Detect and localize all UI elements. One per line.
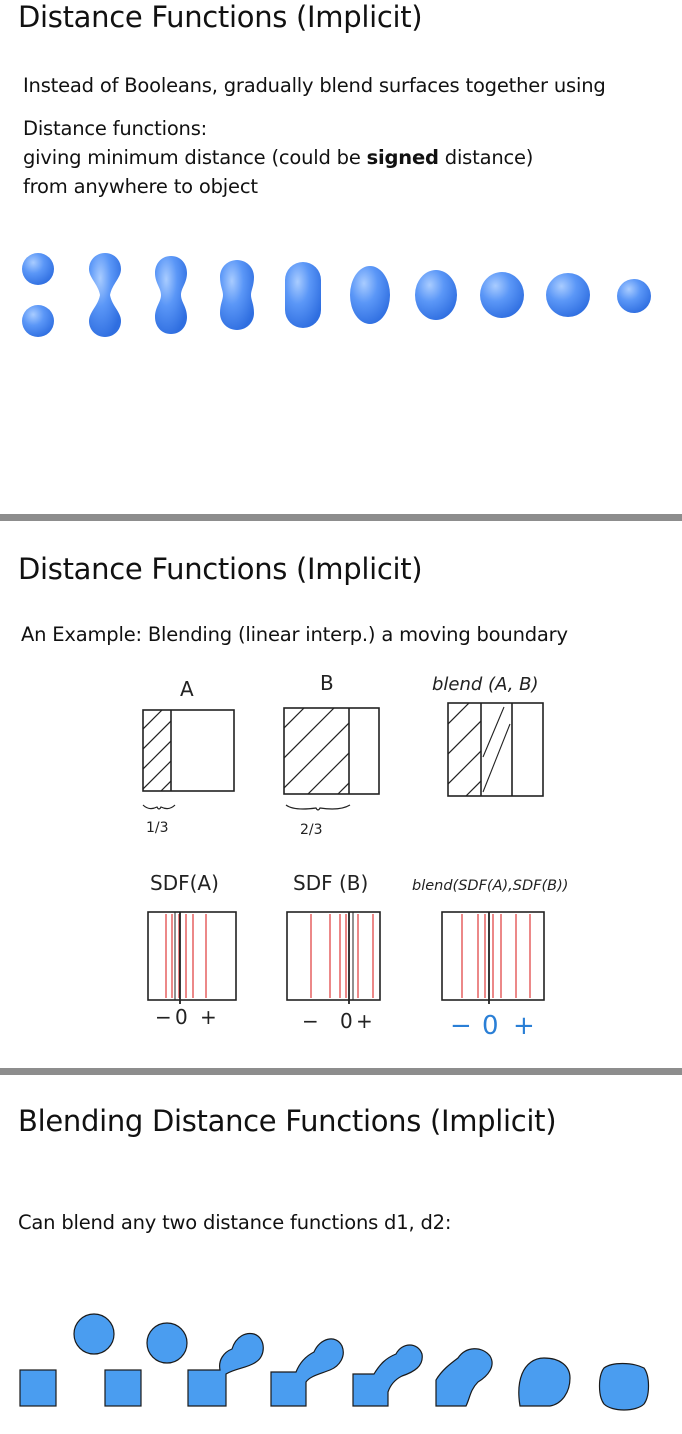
label-two-thirds: 2/3	[300, 822, 323, 838]
sdf-b-plus: +	[356, 1009, 373, 1033]
blend-frame-2-circle	[146, 1322, 188, 1364]
blob-frame-7	[415, 270, 457, 320]
slide-2-title: Distance Functions (Implicit)	[18, 552, 423, 586]
slide-2: Distance Functions (Implicit) An Example…	[0, 522, 682, 1068]
sdf-a-zero: 0	[175, 1005, 188, 1029]
label-blend-sdf: blend(SDF(A),SDF(B))	[412, 878, 568, 894]
label-sdf-b: SDF (B)	[293, 871, 368, 895]
slide-3: Blending Distance Functions (Implicit) C…	[0, 1076, 682, 1434]
blob-frame-1a	[22, 253, 54, 285]
slide-divider-2	[0, 1068, 682, 1075]
blob-frame-3	[155, 256, 187, 334]
slide-1-line-4: from anywhere to object	[23, 175, 258, 198]
slide-1-title: Distance Functions (Implicit)	[18, 0, 423, 34]
label-b: B	[320, 671, 334, 695]
slide-1-line-2: Distance functions:	[23, 117, 208, 140]
blend-ab-hatch-mid	[482, 706, 511, 793]
box-sdf-a	[147, 911, 237, 1004]
label-one-third: 1/3	[146, 820, 169, 836]
slide-1-line-1: Instead of Booleans, gradually blend sur…	[23, 74, 606, 97]
blob-frame-5	[285, 262, 321, 328]
slide-3-title: Blending Distance Functions (Implicit)	[18, 1104, 557, 1138]
blend-frame-7	[518, 1357, 571, 1407]
blend-minus: −	[450, 1011, 472, 1041]
blob-sequence	[22, 253, 651, 337]
blob-frame-9	[546, 273, 590, 317]
shape-blend-sequence	[19, 1313, 650, 1411]
slide-1: Distance Functions (Implicit) Instead of…	[0, 0, 682, 514]
line-3-post: distance)	[438, 146, 534, 169]
box-blend-ab	[447, 702, 544, 797]
blend-frame-2-square	[104, 1369, 142, 1407]
box-blend-sdf	[441, 911, 545, 1004]
box-b	[283, 707, 380, 811]
slide-divider-1	[0, 514, 682, 521]
blend-frame-1-circle	[73, 1313, 115, 1355]
blend-frame-4	[270, 1338, 344, 1407]
label-sdf-a: SDF(A)	[150, 871, 219, 895]
blob-frame-2	[89, 253, 121, 337]
label-blend-ab: blend (A, B)	[432, 674, 539, 695]
blend-frame-6	[435, 1348, 493, 1407]
sdf-a-plus: +	[200, 1005, 217, 1029]
blend-zero: 0	[482, 1011, 499, 1041]
box-a	[142, 709, 235, 810]
blend-frame-1-square	[19, 1369, 57, 1407]
box-sdf-b	[286, 911, 381, 1004]
slide-3-subtitle: Can blend any two distance functions d1,…	[18, 1211, 452, 1234]
blob-frame-4	[220, 260, 254, 330]
label-a: A	[180, 677, 194, 701]
blob-frame-6	[350, 266, 390, 324]
blob-frame-1b	[22, 305, 54, 337]
blend-frame-3	[187, 1332, 264, 1407]
sdf-blend-diagram: A B blend (A, B) 1/3	[142, 671, 568, 1041]
slide-1-line-3: giving minimum distance (could be signed…	[23, 145, 533, 170]
blend-frame-8	[598, 1362, 650, 1411]
slide-2-subtitle: An Example: Blending (linear interp.) a …	[21, 623, 568, 646]
blend-frame-5	[352, 1344, 423, 1407]
sdf-b-zero: 0	[340, 1009, 353, 1033]
blob-frame-8	[480, 272, 524, 318]
line-3-pre: giving minimum distance (could be	[23, 146, 367, 169]
blob-frame-10	[617, 279, 651, 313]
signed-bold: signed	[366, 146, 439, 169]
blend-plus: +	[513, 1011, 535, 1041]
sdf-b-minus: −	[302, 1009, 319, 1033]
sdf-a-minus: −	[155, 1005, 172, 1029]
